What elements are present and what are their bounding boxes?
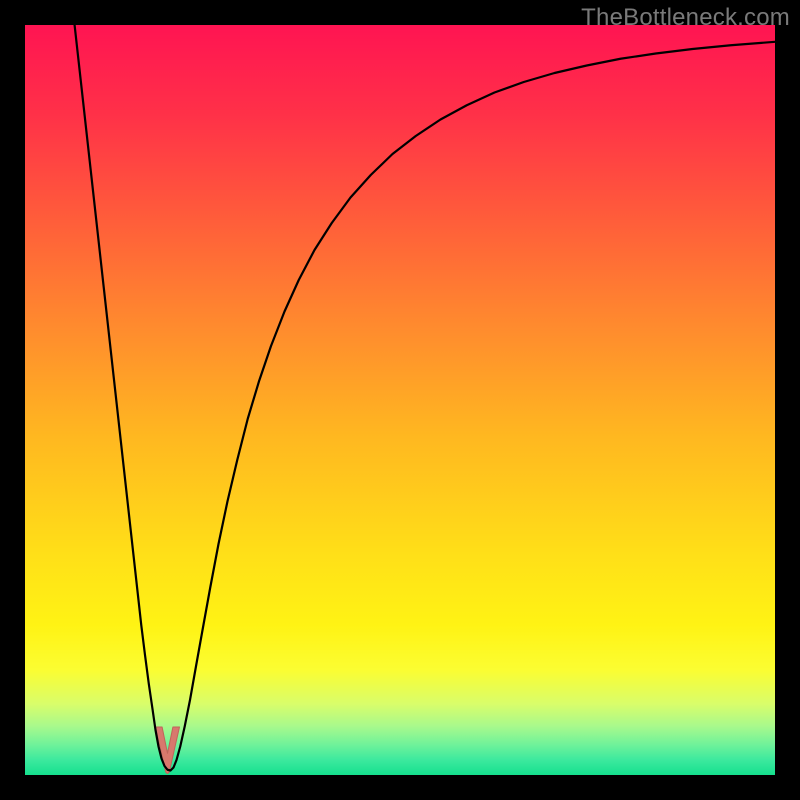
gradient-background [25, 25, 775, 775]
watermark-text: TheBottleneck.com [581, 4, 790, 32]
plot-area [25, 18, 779, 776]
chart-svg [0, 0, 800, 800]
chart-frame: TheBottleneck.com [0, 0, 800, 800]
